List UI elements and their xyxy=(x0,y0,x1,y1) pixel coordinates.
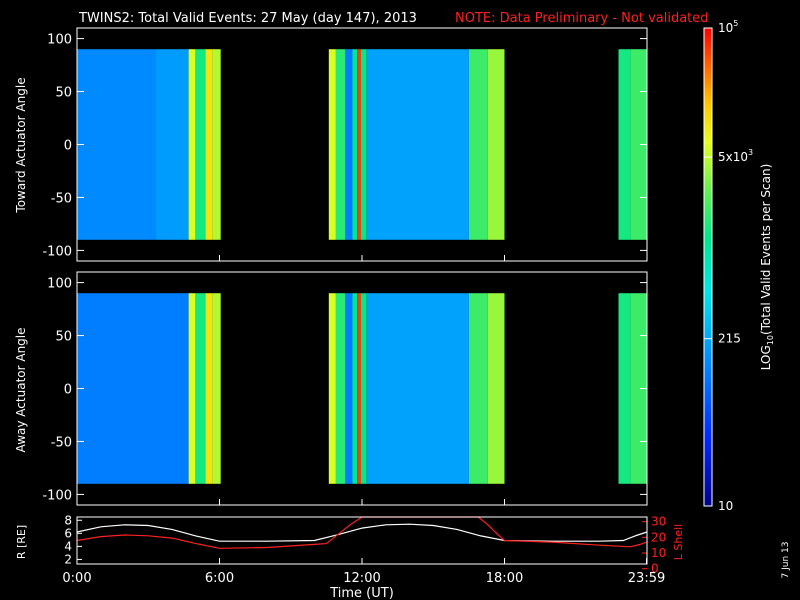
r-ytick-label-1: 6 xyxy=(64,526,72,540)
r-ytick-label-0: 8 xyxy=(64,513,72,527)
away-block-10 xyxy=(360,293,367,484)
away-block-6 xyxy=(335,293,346,484)
x-axis-label: Time (UT) xyxy=(329,586,394,600)
date-stamp: 7 Jun 13 xyxy=(781,542,791,579)
colorbar-label-sub: 10 xyxy=(766,335,775,345)
lshell-series-line xyxy=(76,516,648,549)
time-xtick-label-4: 23:59 xyxy=(628,571,665,586)
colorbar-tick-label-1: 5x103 xyxy=(718,148,753,164)
time-xtick-label-2: 12:00 xyxy=(343,571,380,586)
away-block-1 xyxy=(188,293,196,484)
away-block-2 xyxy=(195,293,206,484)
away-block-15 xyxy=(630,293,647,484)
colorbar-tick-exp-1: 3 xyxy=(748,148,753,157)
r-ytick-label-2: 4 xyxy=(64,539,72,553)
toward-heatmap-panel: 100 50 0 -50 -100 xyxy=(42,27,648,262)
colorbar-label-post: (Total Valid Events per Scan) xyxy=(759,164,773,335)
preliminary-note: NOTE: Data Preliminary - Not validated xyxy=(455,11,709,26)
toward-block-15 xyxy=(618,49,631,240)
toward-block-5 xyxy=(212,49,221,240)
toward-block-7 xyxy=(335,49,346,240)
toward-block-1 xyxy=(155,49,189,240)
r-ytick-label-3: 2 xyxy=(64,552,72,566)
toward-block-10 xyxy=(357,49,361,240)
toward-block-2 xyxy=(188,49,196,240)
toward-block-13 xyxy=(468,49,488,240)
away-block-11 xyxy=(366,293,469,484)
away-ytick-label-0: 100 xyxy=(47,277,72,292)
colorbar xyxy=(703,27,713,507)
lshell-ytick-label-3: 0 xyxy=(651,562,659,576)
time-xtick-label-1: 6:00 xyxy=(205,571,234,586)
away-ytick-label-1: 50 xyxy=(55,330,72,345)
toward-block-3 xyxy=(195,49,206,240)
away-ytick-label-3: -50 xyxy=(51,435,72,450)
away-block-7 xyxy=(345,293,353,484)
away-heatmap-cells xyxy=(77,293,647,484)
away-block-0 xyxy=(77,293,189,484)
colorbar-tick-label-2: 215 xyxy=(718,332,741,346)
away-block-4 xyxy=(212,293,221,484)
away-block-13 xyxy=(487,293,505,484)
time-xtick-label-3: 18:00 xyxy=(486,571,523,586)
toward-block-0 xyxy=(77,49,156,240)
r-axis-label: R [RE] xyxy=(15,525,28,559)
toward-block-4 xyxy=(205,49,213,240)
lshell-ytick-label-2: 10 xyxy=(651,546,666,560)
toward-block-8 xyxy=(345,49,353,240)
toward-ytick-label-3: -50 xyxy=(51,191,72,206)
away-y-ticks: 100 50 0 -50 -100 xyxy=(42,277,648,505)
time-xtick-label-0: 0:00 xyxy=(62,571,91,586)
away-block-14 xyxy=(618,293,631,484)
away-block-12 xyxy=(468,293,488,484)
toward-axes-frame xyxy=(76,27,648,262)
toward-block-6 xyxy=(328,49,336,240)
toward-ytick-label-2: 0 xyxy=(64,139,72,154)
away-axes-frame xyxy=(76,271,648,506)
lshell-ytick-label-0: 30 xyxy=(651,515,666,529)
lshell-ytick-label-1: 20 xyxy=(651,530,666,544)
colorbar-tick-label-0: 105 xyxy=(718,19,738,35)
toward-ytick-label-4: -100 xyxy=(42,244,72,259)
toward-ytick-label-0: 100 xyxy=(47,33,72,48)
colorbar-tick-exp-0: 5 xyxy=(733,19,738,28)
away-block-5 xyxy=(328,293,336,484)
away-heatmap-panel: 100 50 0 -50 -100 xyxy=(42,271,648,506)
colorbar-tick-label-3: 10 xyxy=(718,499,733,513)
colorbar-tick-base-1: 5x10 xyxy=(718,150,748,164)
toward-block-12 xyxy=(366,49,469,240)
colorbar-tick-base-3: 10 xyxy=(718,499,733,513)
away-ytick-label-4: -100 xyxy=(42,488,72,503)
toward-block-9 xyxy=(352,49,358,240)
away-block-3 xyxy=(205,293,213,484)
colorbar-tick-base-2: 215 xyxy=(718,332,741,346)
colorbar-tick-base-0: 10 xyxy=(718,21,733,35)
toward-y-axis-label: Toward Actuator Angle xyxy=(14,77,28,213)
away-ytick-label-2: 0 xyxy=(64,383,72,398)
orbit-axes-frame xyxy=(76,516,648,565)
toward-block-11 xyxy=(360,49,367,240)
toward-heatmap-cells xyxy=(77,49,647,240)
away-block-9 xyxy=(357,293,361,484)
lshell-axis-label: L Shell xyxy=(672,524,685,560)
away-y-axis-label: Away Actuator Angle xyxy=(14,327,28,452)
chart-title: TWINS2: Total Valid Events: 27 May (day … xyxy=(78,11,417,26)
toward-ytick-label-1: 50 xyxy=(55,86,72,101)
colorbar-label-pre: LOG xyxy=(759,345,773,370)
toward-block-14 xyxy=(487,49,505,240)
colorbar-label: LOG10(Total Valid Events per Scan) xyxy=(759,164,775,371)
r-series-line xyxy=(76,523,648,542)
away-block-8 xyxy=(352,293,358,484)
toward-block-16 xyxy=(630,49,647,240)
